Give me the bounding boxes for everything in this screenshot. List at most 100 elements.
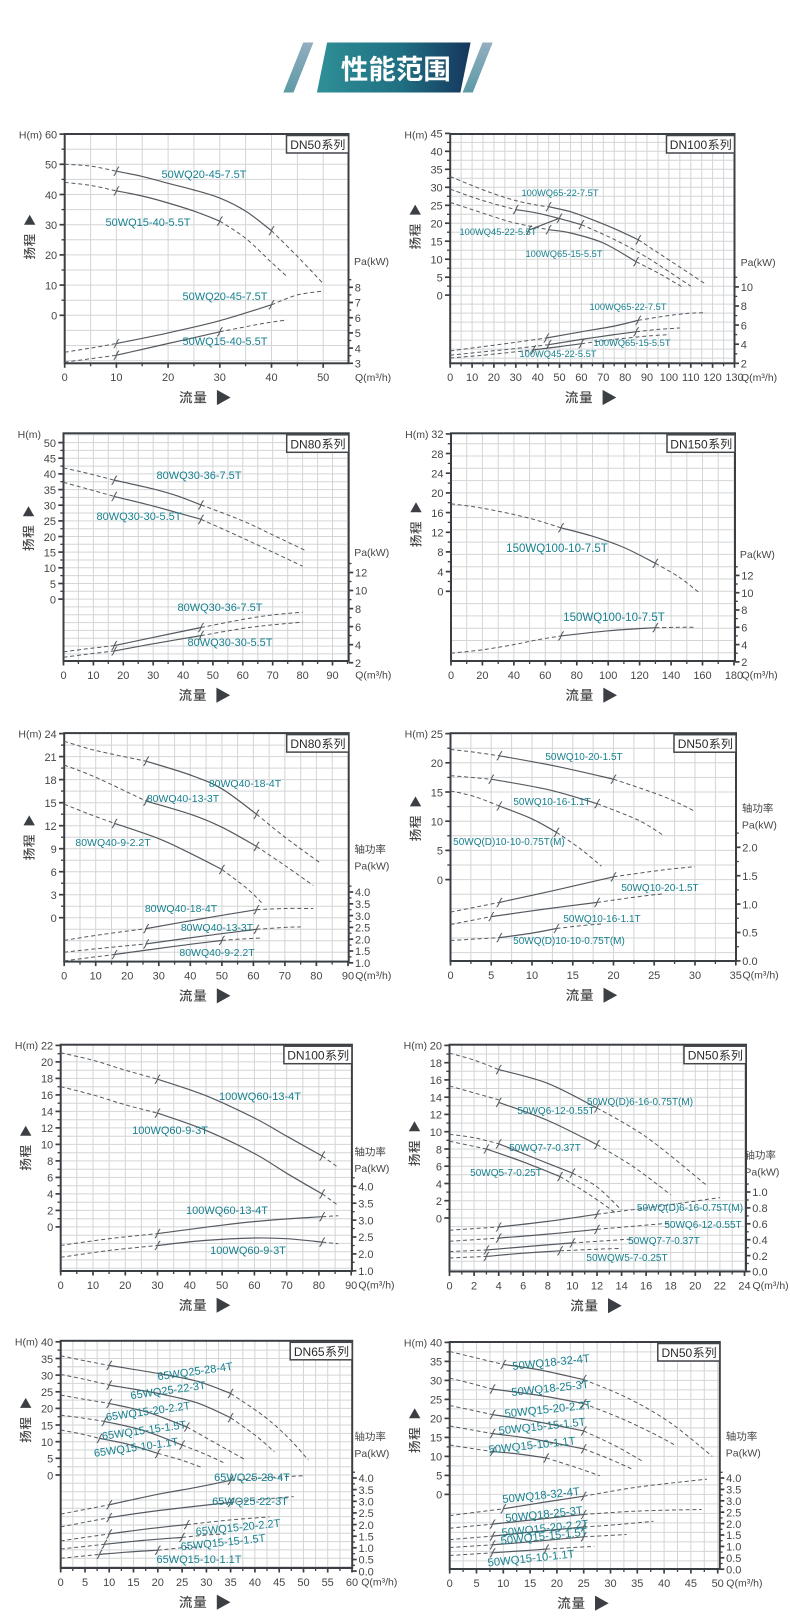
svg-text:2: 2 <box>741 657 747 669</box>
svg-text:Q(m³/h): Q(m³/h) <box>742 670 778 682</box>
svg-text:50WQ(D)10-10-0.75T(M): 50WQ(D)10-10-0.75T(M) <box>513 936 625 947</box>
svg-text:2: 2 <box>355 658 361 670</box>
svg-text:6: 6 <box>47 1173 53 1185</box>
svg-text:120: 120 <box>630 670 648 682</box>
svg-text:5: 5 <box>50 579 56 591</box>
svg-text:10: 10 <box>497 1578 509 1590</box>
svg-text:50WQ(D)10-10-0.75T(M): 50WQ(D)10-10-0.75T(M) <box>453 837 565 848</box>
svg-text:0: 0 <box>437 587 443 599</box>
svg-text:12: 12 <box>355 568 367 580</box>
svg-text:12: 12 <box>44 821 56 833</box>
svg-text:16: 16 <box>41 1090 53 1102</box>
svg-text:30: 30 <box>604 1578 616 1590</box>
svg-text:DN50: DN50 <box>662 1346 693 1360</box>
svg-text:100WQ45-22-5.5T: 100WQ45-22-5.5T <box>460 227 537 237</box>
svg-text:100WQ65-22-7.5T: 100WQ65-22-7.5T <box>522 188 599 198</box>
svg-text:30: 30 <box>45 220 57 232</box>
svg-text:45: 45 <box>273 1577 285 1589</box>
svg-text:5: 5 <box>437 273 443 285</box>
svg-text:100WQ60-13-4T: 100WQ60-13-4T <box>219 1091 301 1103</box>
svg-text:2.5: 2.5 <box>359 1508 374 1520</box>
svg-text:Q(m³/h): Q(m³/h) <box>355 372 391 384</box>
svg-text:Q(m³/h): Q(m³/h) <box>743 970 779 982</box>
svg-text:50: 50 <box>553 372 565 384</box>
svg-text:Q(m³/h): Q(m³/h) <box>361 1577 397 1589</box>
svg-text:0: 0 <box>436 1213 442 1225</box>
svg-text:50WQ(D)6-16-0.75T(M): 50WQ(D)6-16-0.75T(M) <box>637 1203 743 1214</box>
svg-text:0: 0 <box>47 1222 53 1234</box>
svg-text:6: 6 <box>520 1280 526 1292</box>
svg-text:2: 2 <box>741 359 747 371</box>
svg-text:DN50: DN50 <box>678 737 709 751</box>
svg-text:H(m): H(m) <box>404 1338 427 1350</box>
svg-text:40: 40 <box>430 1338 442 1350</box>
svg-text:15: 15 <box>44 798 56 810</box>
svg-text:24: 24 <box>431 469 443 481</box>
svg-text:22: 22 <box>41 1041 53 1053</box>
svg-text:5: 5 <box>436 1471 442 1483</box>
svg-text:14: 14 <box>41 1107 53 1119</box>
svg-text:35: 35 <box>44 485 56 497</box>
svg-text:0: 0 <box>60 670 66 682</box>
svg-text:50WQ7-7-0.37T: 50WQ7-7-0.37T <box>509 1143 581 1154</box>
svg-text:32: 32 <box>431 429 443 441</box>
svg-text:100WQ60-9-3T: 100WQ60-9-3T <box>132 1125 208 1137</box>
svg-text:0.5: 0.5 <box>742 928 757 940</box>
svg-text:15: 15 <box>524 1578 536 1590</box>
svg-text:65WQ25-28-4T: 65WQ25-28-4T <box>157 1361 234 1383</box>
svg-text:70: 70 <box>267 670 279 682</box>
svg-text:5: 5 <box>355 328 361 340</box>
svg-text:100WQ60-13-4T: 100WQ60-13-4T <box>186 1205 268 1217</box>
svg-text:80WQ40-18-4T: 80WQ40-18-4T <box>209 778 282 790</box>
svg-text:4: 4 <box>496 1280 502 1292</box>
svg-text:20: 20 <box>45 250 57 262</box>
svg-text:24: 24 <box>738 1280 750 1292</box>
svg-text:80WQ30-36-7.5T: 80WQ30-36-7.5T <box>178 602 263 614</box>
svg-text:8: 8 <box>545 1280 551 1292</box>
svg-text:6: 6 <box>436 1162 442 1174</box>
svg-text:8: 8 <box>355 283 361 295</box>
svg-text:0.5: 0.5 <box>726 1553 741 1565</box>
svg-text:DN100: DN100 <box>287 1049 325 1063</box>
svg-text:35: 35 <box>224 1577 236 1589</box>
svg-text:15: 15 <box>127 1577 139 1589</box>
svg-text:80WQ40-9-2.2T: 80WQ40-9-2.2T <box>179 947 255 959</box>
svg-text:150WQ100-10-7.5T: 150WQ100-10-7.5T <box>506 543 608 555</box>
svg-text:10: 10 <box>45 280 57 292</box>
svg-text:65WQ25-22-3T: 65WQ25-22-3T <box>212 1496 288 1508</box>
svg-text:0: 0 <box>47 1470 53 1482</box>
svg-text:3: 3 <box>355 359 361 371</box>
svg-text:50WQ15-40-5.5T: 50WQ15-40-5.5T <box>183 336 268 348</box>
svg-text:21: 21 <box>44 752 56 764</box>
svg-text:4: 4 <box>437 567 443 579</box>
svg-text:90: 90 <box>345 1280 357 1292</box>
svg-text:H(m): H(m) <box>404 130 427 142</box>
svg-text:10: 10 <box>103 1577 115 1589</box>
svg-text:5: 5 <box>437 846 443 858</box>
svg-text:50: 50 <box>44 438 56 450</box>
svg-text:0.4: 0.4 <box>752 1235 767 1247</box>
svg-text:90: 90 <box>326 670 338 682</box>
svg-text:50WQ10-20-1.5T: 50WQ10-20-1.5T <box>545 752 622 763</box>
svg-text:0.0: 0.0 <box>742 956 757 968</box>
svg-text:0: 0 <box>58 1577 64 1589</box>
svg-text:80WQ40-13-3T: 80WQ40-13-3T <box>147 793 220 805</box>
svg-text:15: 15 <box>44 547 56 559</box>
svg-text:30: 30 <box>689 970 701 982</box>
svg-text:14: 14 <box>615 1280 627 1292</box>
svg-text:1.0: 1.0 <box>752 1187 767 1199</box>
svg-text:3.0: 3.0 <box>359 1497 374 1509</box>
svg-text:40: 40 <box>508 670 520 682</box>
svg-text:65WQ15-10-1.1T: 65WQ15-10-1.1T <box>157 1554 242 1566</box>
svg-text:25: 25 <box>430 1395 442 1407</box>
svg-text:40: 40 <box>249 1577 261 1589</box>
svg-text:50WQ10-20-1.5T: 50WQ10-20-1.5T <box>621 883 698 894</box>
svg-text:3.0: 3.0 <box>358 1215 373 1227</box>
svg-text:24: 24 <box>44 729 56 741</box>
svg-text:40: 40 <box>265 372 277 384</box>
svg-text:50: 50 <box>712 1578 724 1590</box>
svg-text:2.0: 2.0 <box>359 1520 374 1532</box>
svg-text:6: 6 <box>741 320 747 332</box>
svg-text:40: 40 <box>532 372 544 384</box>
svg-text:8: 8 <box>741 301 747 313</box>
